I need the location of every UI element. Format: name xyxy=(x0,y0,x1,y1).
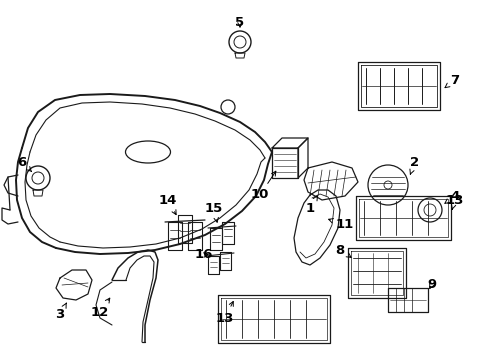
Text: 4: 4 xyxy=(445,189,460,203)
Text: 12: 12 xyxy=(91,298,110,319)
Text: 7: 7 xyxy=(445,73,460,88)
Text: 2: 2 xyxy=(410,156,419,174)
Text: 9: 9 xyxy=(427,278,437,291)
Text: 16: 16 xyxy=(195,248,213,261)
Text: 5: 5 xyxy=(235,15,245,28)
Text: 13: 13 xyxy=(216,301,234,324)
Text: 10: 10 xyxy=(251,171,276,202)
Text: 8: 8 xyxy=(335,243,351,257)
Text: 1: 1 xyxy=(305,196,318,215)
Text: 3: 3 xyxy=(55,303,66,321)
Text: 11: 11 xyxy=(329,219,354,231)
Text: 15: 15 xyxy=(205,202,223,222)
Text: 6: 6 xyxy=(17,156,31,171)
Text: 14: 14 xyxy=(159,194,177,215)
Text: 13: 13 xyxy=(446,194,464,210)
